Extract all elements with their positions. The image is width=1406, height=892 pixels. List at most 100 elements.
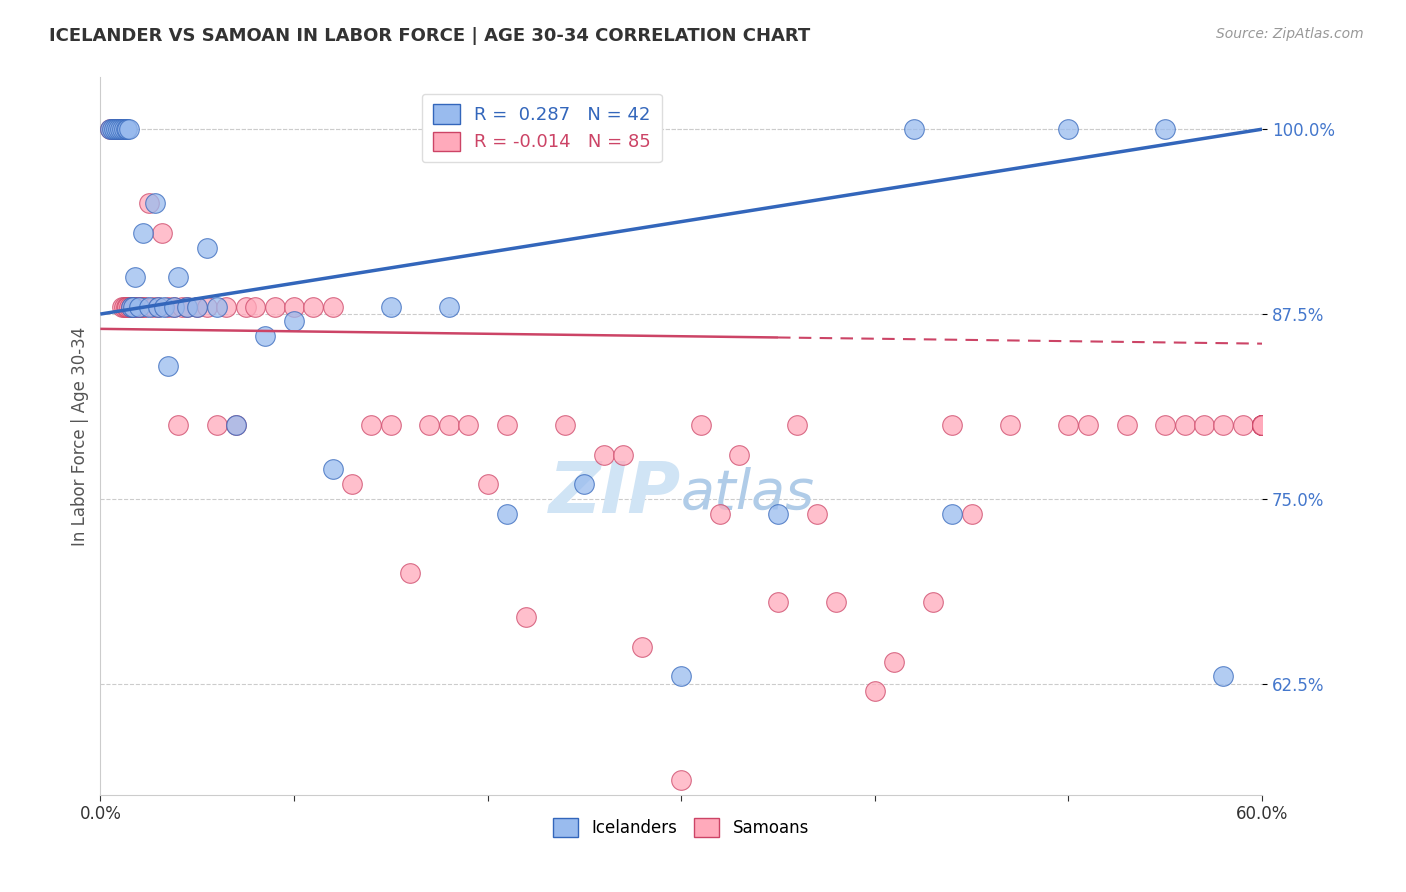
Point [825, 595, 848, 609]
Point [786, 417, 808, 432]
Point [153, 300, 176, 314]
Point [689, 417, 711, 432]
Point [766, 595, 789, 609]
Point [245, 300, 267, 314]
Point [903, 122, 925, 136]
Point [418, 417, 440, 432]
Point [496, 507, 519, 521]
Point [98, 122, 121, 136]
Point [138, 196, 160, 211]
Point [111, 122, 134, 136]
Point [1174, 417, 1197, 432]
Point [166, 270, 188, 285]
Point [118, 300, 141, 314]
Point [922, 595, 945, 609]
Point [863, 684, 886, 698]
Point [132, 300, 155, 314]
Point [728, 448, 751, 462]
Point [128, 300, 150, 314]
Point [104, 122, 127, 136]
Point [1251, 417, 1274, 432]
Point [253, 329, 276, 343]
Point [112, 300, 135, 314]
Point [111, 300, 134, 314]
Point [496, 417, 519, 432]
Point [669, 772, 692, 787]
Point [170, 300, 193, 314]
Point [128, 300, 150, 314]
Point [127, 300, 149, 314]
Point [235, 300, 257, 314]
Point [1154, 122, 1177, 136]
Point [1057, 417, 1080, 432]
Point [98, 122, 121, 136]
Point [709, 507, 731, 521]
Point [225, 417, 247, 432]
Point [806, 507, 828, 521]
Point [1251, 417, 1274, 432]
Point [1251, 417, 1274, 432]
Point [225, 417, 247, 432]
Point [205, 417, 228, 432]
Point [283, 314, 305, 328]
Point [477, 477, 499, 491]
Point [1251, 417, 1274, 432]
Point [1232, 417, 1254, 432]
Point [1251, 417, 1274, 432]
Point [1192, 417, 1215, 432]
Point [554, 417, 576, 432]
Point [302, 300, 325, 314]
Point [163, 300, 186, 314]
Point [142, 300, 165, 314]
Point [122, 300, 145, 314]
Point [138, 300, 160, 314]
Point [215, 300, 238, 314]
Point [143, 196, 166, 211]
Point [766, 507, 789, 521]
Point [457, 417, 479, 432]
Point [1212, 417, 1234, 432]
Point [108, 122, 131, 136]
Point [112, 122, 135, 136]
Y-axis label: In Labor Force | Age 30-34: In Labor Force | Age 30-34 [72, 326, 89, 546]
Point [120, 300, 142, 314]
Point [103, 122, 125, 136]
Point [176, 300, 198, 314]
Point [117, 122, 139, 136]
Point [1251, 417, 1274, 432]
Text: ZIP: ZIP [548, 459, 681, 528]
Point [117, 300, 139, 314]
Point [340, 477, 363, 491]
Point [1251, 862, 1274, 876]
Point [186, 300, 208, 314]
Point [1000, 417, 1022, 432]
Point [437, 417, 460, 432]
Point [129, 300, 152, 314]
Point [195, 240, 218, 254]
Point [941, 507, 963, 521]
Point [118, 122, 141, 136]
Point [122, 300, 145, 314]
Point [380, 417, 402, 432]
Point [134, 300, 156, 314]
Point [107, 122, 129, 136]
Point [157, 300, 180, 314]
Point [515, 610, 537, 624]
Point [108, 122, 131, 136]
Point [322, 462, 344, 476]
Point [399, 566, 422, 580]
Point [941, 417, 963, 432]
Point [101, 122, 124, 136]
Point [148, 300, 170, 314]
Point [176, 300, 198, 314]
Point [148, 300, 170, 314]
Point [883, 655, 905, 669]
Point [380, 300, 402, 314]
Point [1154, 417, 1177, 432]
Point [437, 300, 460, 314]
Point [150, 226, 173, 240]
Point [1057, 122, 1080, 136]
Point [1077, 417, 1099, 432]
Point [322, 300, 344, 314]
Point [1251, 417, 1274, 432]
